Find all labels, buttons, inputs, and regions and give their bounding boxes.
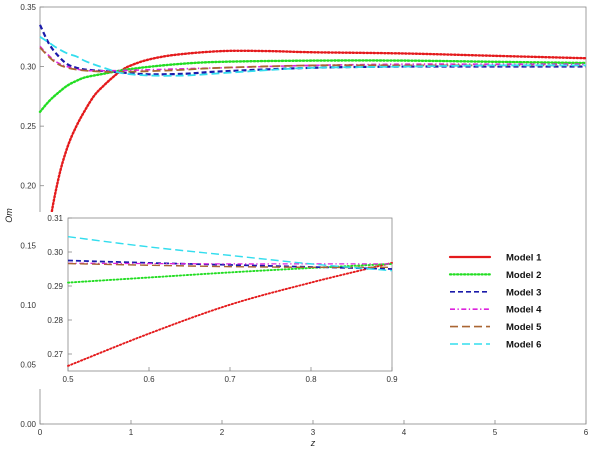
inset-series-line-model-1 [67,261,393,367]
x-tick-label: 0 [38,428,43,437]
series-line-model-2 [38,59,588,114]
inset-y-tick-label: 0.29 [47,282,63,291]
legend-label-model-4: Model 4 [506,305,542,316]
legend-label-model-3: Model 3 [506,287,541,298]
legend-label-model-6: Model 6 [506,340,541,351]
series-line-model-5 [39,46,587,73]
legend-label-model-1: Model 1 [506,253,542,264]
inset-series-line-model-5 [67,262,393,269]
inset-y-tick-label: 0.27 [47,350,63,359]
inset-series-line-model-4 [67,262,392,265]
x-tick-label: 4 [402,428,407,437]
legend-label-model-2: Model 2 [506,270,541,281]
y-tick-label: 0.30 [20,63,36,72]
y-tick-label: 0.35 [20,3,36,12]
y-tick-label: 0.10 [20,301,36,310]
x-axis-title: z [310,438,316,448]
y-tick-label: 0.00 [20,420,36,429]
y-tick-label: 0.20 [20,182,36,191]
y-tick-label: 0.05 [20,360,36,369]
inset-x-tick-label: 0.8 [305,375,317,384]
x-tick-label: 6 [584,428,589,437]
inset-axes: 0.5 0.6 0.7 0.8 0.9 0.27 0.28 0.29 0.30 0.31 [36,212,400,389]
x-tick-label: 5 [493,428,498,437]
inset-x-tick-label: 0.6 [143,375,155,384]
x-tick-label: 3 [311,428,316,437]
inset-background [36,212,400,389]
x-tick-label: 2 [220,428,225,437]
legend-box [444,247,556,353]
y-tick-label: 0.25 [20,122,36,131]
inset-x-tick-label: 0.7 [224,375,236,384]
x-tick-label: 1 [129,428,134,437]
main-series-group [38,24,588,317]
legend: Model 1 Model 2 Model 3 Model 4 Model 5 Model… [444,247,556,353]
inset-series-line-model-6 [67,235,393,272]
series-line-model-4 [39,45,586,72]
y-tick-label: 0.15 [20,241,36,250]
series-line-model-6 [39,36,587,77]
y-axis-title: Om [4,208,14,223]
inset-series-line-model-3 [67,259,393,270]
inset-x-tick-label: 0.5 [62,375,74,384]
legend-label-model-5: Model 5 [506,322,542,333]
inset-y-tick-label: 0.30 [47,248,63,257]
inset-y-tick-label: 0.31 [47,214,63,223]
inset-x-tick-label: 0.9 [386,375,398,384]
inset-y-tick-label: 0.28 [47,316,63,325]
